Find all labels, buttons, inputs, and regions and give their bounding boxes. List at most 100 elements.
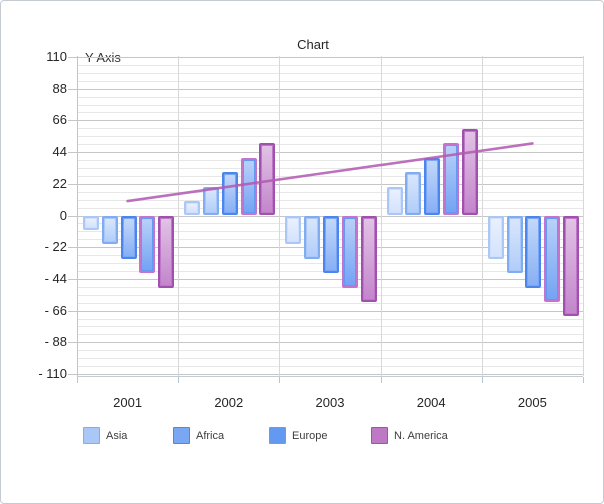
x-tick bbox=[279, 377, 281, 383]
legend-item-africa[interactable]: Africa bbox=[173, 427, 224, 444]
bar-series-1-2004[interactable] bbox=[386, 186, 403, 216]
bar-africa-2002[interactable] bbox=[221, 172, 238, 216]
y-gridline-major bbox=[77, 152, 583, 154]
y-gridline-major bbox=[77, 310, 583, 312]
y-gridline-minor bbox=[77, 191, 583, 193]
bar-asia-2002[interactable] bbox=[203, 186, 219, 216]
plot-area bbox=[77, 56, 584, 377]
y-gridline-minor bbox=[77, 207, 583, 209]
y-tick-label: - 44 bbox=[44, 270, 67, 286]
x-axis-label: 2005 bbox=[517, 395, 547, 410]
bar-africa-2003[interactable] bbox=[323, 215, 339, 274]
y-gridline-major bbox=[77, 374, 583, 375]
y-tick bbox=[68, 247, 77, 249]
y-tick-label: - 110 bbox=[38, 366, 67, 381]
bar-asia-2004[interactable] bbox=[405, 172, 422, 216]
y-axis-line bbox=[77, 56, 78, 376]
y-gridline-minor bbox=[77, 72, 583, 74]
bar-africa-2001[interactable] bbox=[120, 215, 137, 259]
y-gridline-minor bbox=[77, 286, 583, 288]
x-gridline bbox=[279, 56, 281, 376]
y-gridline-minor bbox=[77, 80, 583, 82]
y-gridline-minor bbox=[77, 160, 583, 162]
bar-series-1-2002[interactable] bbox=[184, 201, 201, 216]
bar-europe-2005[interactable] bbox=[544, 215, 561, 302]
legend-item-asia[interactable]: Asia bbox=[83, 427, 127, 444]
y-gridline-minor bbox=[77, 294, 583, 296]
bar-n-america-2005[interactable] bbox=[563, 215, 579, 317]
y-tick-label: 66 bbox=[52, 112, 67, 128]
bar-series-1-2003[interactable] bbox=[285, 215, 302, 245]
y-tick bbox=[68, 152, 77, 154]
bar-africa-2005[interactable] bbox=[525, 215, 542, 288]
bar-n-america-2002[interactable] bbox=[259, 143, 276, 216]
y-gridline-minor bbox=[77, 350, 583, 352]
bar-series-1-2005[interactable] bbox=[487, 215, 504, 259]
y-gridline-minor bbox=[77, 96, 583, 98]
y-gridline-minor bbox=[77, 167, 583, 169]
legend-label: N. America bbox=[394, 429, 448, 442]
y-gridline-major bbox=[77, 88, 583, 90]
y-gridline-minor bbox=[77, 366, 583, 368]
y-gridline-minor bbox=[77, 112, 583, 114]
y-gridline-minor bbox=[77, 334, 583, 336]
legend-swatch-asia bbox=[83, 427, 100, 444]
y-gridline-major bbox=[77, 120, 583, 122]
x-gridline bbox=[583, 56, 584, 376]
legend-label: Africa bbox=[196, 429, 225, 442]
y-tick bbox=[68, 215, 77, 217]
bar-asia-2001[interactable] bbox=[101, 215, 118, 245]
bar-series-1-2001[interactable] bbox=[83, 215, 99, 230]
bar-n-america-2001[interactable] bbox=[158, 215, 175, 288]
y-gridline-minor bbox=[77, 64, 583, 66]
x-tick bbox=[77, 377, 78, 383]
bar-europe-2003[interactable] bbox=[341, 215, 358, 288]
legend-item-n-america[interactable]: N. America bbox=[371, 427, 448, 444]
x-axis-label: 2004 bbox=[416, 395, 446, 410]
y-gridline-minor bbox=[77, 104, 583, 106]
y-tick bbox=[68, 374, 77, 375]
y-gridline-major bbox=[77, 183, 583, 185]
x-tick bbox=[583, 377, 584, 383]
bar-asia-2005[interactable] bbox=[506, 215, 523, 274]
bar-n-america-2003[interactable] bbox=[360, 215, 377, 302]
legend-label: Europe bbox=[292, 429, 328, 442]
y-tick bbox=[68, 120, 77, 122]
legend-swatch-n-america bbox=[371, 427, 388, 444]
y-tick-label: - 88 bbox=[44, 334, 67, 350]
bar-europe-2002[interactable] bbox=[240, 157, 257, 216]
x-tick bbox=[481, 377, 483, 383]
bar-n-america-2004[interactable] bbox=[461, 129, 478, 216]
y-gridline-major bbox=[77, 278, 583, 280]
y-gridline-minor bbox=[77, 199, 583, 201]
legend-item-europe[interactable]: Europe bbox=[269, 427, 327, 444]
legend-swatch-europe bbox=[269, 427, 286, 444]
y-tick-label: - 66 bbox=[44, 302, 67, 318]
bar-europe-2001[interactable] bbox=[139, 215, 156, 274]
y-tick bbox=[68, 310, 77, 312]
y-tick-label: 88 bbox=[52, 80, 67, 96]
x-axis-label: 2002 bbox=[214, 395, 244, 410]
y-tick bbox=[68, 88, 77, 90]
bar-asia-2003[interactable] bbox=[304, 215, 321, 259]
y-gridline-major bbox=[77, 342, 583, 344]
y-tick-label: 0 bbox=[59, 207, 67, 223]
y-gridline-minor bbox=[77, 136, 583, 138]
y-tick-label: 22 bbox=[52, 175, 67, 191]
bar-africa-2004[interactable] bbox=[424, 157, 441, 216]
x-gridline bbox=[481, 56, 483, 376]
y-gridline-minor bbox=[77, 358, 583, 360]
x-tick bbox=[380, 377, 382, 383]
y-gridline-major bbox=[77, 57, 583, 58]
y-gridline-minor bbox=[77, 318, 583, 320]
bar-europe-2004[interactable] bbox=[443, 143, 459, 216]
y-tick bbox=[68, 342, 77, 344]
y-gridline-minor bbox=[77, 175, 583, 177]
x-axis-label: 2001 bbox=[113, 395, 143, 410]
y-gridline-minor bbox=[77, 128, 583, 130]
x-gridline bbox=[380, 56, 382, 376]
legend-label: Asia bbox=[106, 429, 128, 442]
x-gridline bbox=[178, 56, 180, 376]
y-gridline-minor bbox=[77, 302, 583, 304]
